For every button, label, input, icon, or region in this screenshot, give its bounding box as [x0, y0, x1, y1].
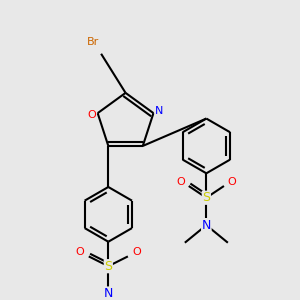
Text: O: O [76, 248, 84, 257]
Text: S: S [202, 191, 210, 204]
Text: O: O [87, 110, 96, 120]
Text: N: N [155, 106, 164, 116]
Text: O: O [227, 177, 236, 187]
Text: S: S [104, 260, 112, 273]
Text: Br: Br [87, 37, 99, 47]
Text: O: O [132, 248, 141, 257]
Text: N: N [103, 287, 113, 300]
Text: O: O [177, 177, 185, 187]
Text: N: N [202, 219, 211, 232]
